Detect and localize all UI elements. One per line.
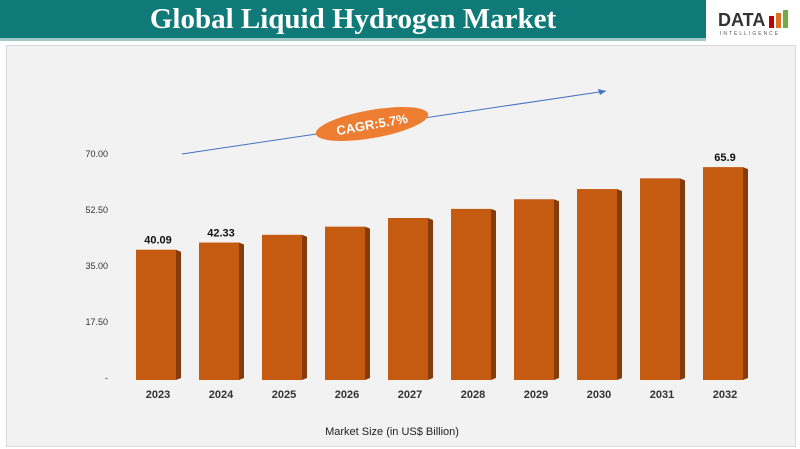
bar-side: [617, 189, 622, 380]
x-axis-label: Market Size (in US$ Billion): [325, 426, 459, 438]
logo-graphic: DATA INTELLIGENCE: [718, 10, 788, 37]
bar-2024: [199, 242, 239, 380]
x-tick-label: 2029: [524, 389, 548, 401]
x-tick-label: 2027: [398, 389, 422, 401]
x-tick-label: 2031: [650, 389, 674, 401]
x-tick-label: 2024: [209, 389, 234, 401]
data-label: 65.9: [714, 152, 735, 164]
bar-side: [239, 242, 244, 380]
arrow-head-icon: [598, 89, 606, 95]
title-bar: Global Liquid Hydrogen Market: [0, 0, 706, 41]
bar-2031: [640, 178, 680, 380]
page-title: Global Liquid Hydrogen Market: [149, 2, 557, 35]
x-tick-label: 2030: [587, 389, 611, 401]
y-tick-label: 17.50: [85, 317, 108, 327]
y-tick-label: -: [105, 373, 108, 383]
bar-2023: [136, 249, 176, 380]
data-intelligence-logo: DATA INTELLIGENCE: [712, 4, 796, 38]
data-label: 42.33: [207, 228, 235, 240]
cagr-badge: [315, 107, 429, 141]
x-tick-label: 2025: [272, 389, 296, 401]
x-tick-label: 2023: [146, 389, 170, 401]
bar-side: [491, 208, 496, 380]
bar-side: [743, 167, 748, 380]
y-tick-label: 35.00: [85, 261, 108, 271]
bar-2028: [451, 208, 491, 380]
bar-side: [176, 249, 181, 380]
bar-2030: [577, 189, 617, 380]
bar-side: [680, 178, 685, 380]
bar-side: [365, 226, 370, 380]
bar-2025: [262, 234, 302, 380]
bar-2029: [514, 199, 554, 380]
svg-text:DATA: DATA: [718, 10, 765, 30]
bar-side: [428, 218, 433, 380]
x-tick-label: 2028: [461, 389, 485, 401]
x-tick-label: 2032: [713, 389, 737, 401]
bar-2032: [703, 167, 743, 380]
bar-2027: [388, 218, 428, 380]
data-label: 40.09: [144, 235, 172, 247]
y-tick-label: 70.00: [85, 149, 108, 159]
bar-side: [554, 199, 559, 380]
svg-text:INTELLIGENCE: INTELLIGENCE: [720, 31, 780, 37]
x-tick-label: 2026: [335, 389, 359, 401]
bar-2026: [325, 226, 365, 380]
y-tick-label: 52.50: [85, 205, 108, 215]
bar-side: [302, 234, 307, 380]
